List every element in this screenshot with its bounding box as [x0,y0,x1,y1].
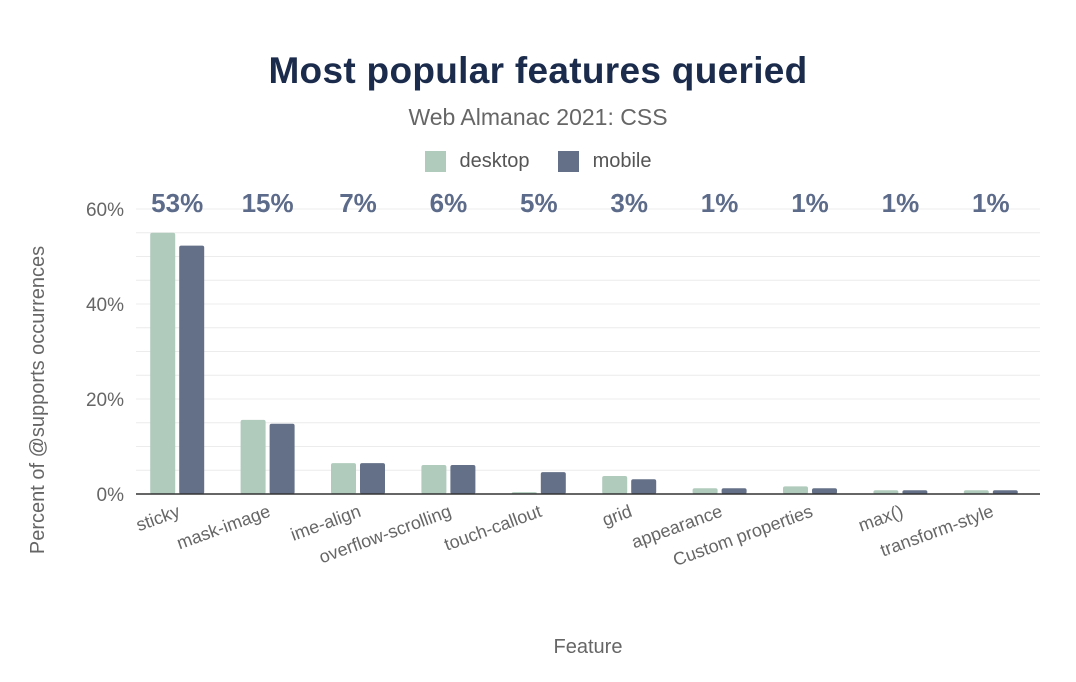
x-tick-label: max() [856,501,906,536]
legend-label-mobile: mobile [592,150,652,172]
bar-mobile[interactable] [721,488,747,494]
bar-mobile[interactable] [992,490,1018,494]
data-label: 15% [242,188,294,218]
legend-swatch-mobile [557,151,579,172]
x-tick-label: touch-callout [441,501,544,555]
bar-desktop[interactable] [240,419,266,494]
legend-label-desktop: desktop [459,150,530,172]
bar-desktop[interactable] [331,463,356,494]
chart-subtitle: Web Almanac 2021: CSS [408,104,668,130]
legend-item-mobile[interactable]: mobile [557,150,652,173]
bar-desktop[interactable] [873,490,899,494]
bar-mobile[interactable] [812,488,837,494]
data-label: 1% [701,188,739,218]
y-tick-labels: 0% 20% 40% 60% [86,200,124,506]
bar-desktop[interactable] [150,232,176,494]
x-axis-title: Feature [554,636,623,658]
y-tick-label: 40% [86,295,124,316]
x-tick-label: mask-image [174,501,273,553]
bars [150,232,1018,494]
y-tick-label: 60% [86,200,124,221]
bar-desktop[interactable] [421,465,447,494]
x-tick-label: sticky [133,501,182,535]
bar-desktop[interactable] [783,486,808,494]
bar-desktop[interactable] [602,475,628,494]
legend: desktop mobile [0,150,1076,173]
data-label: 5% [520,188,558,218]
y-tick-label: 20% [86,390,124,411]
y-axis-title: Percent of @supports occurrences [27,246,49,554]
data-labels: 53% 15% 7% 6% 5% 3% 1% 1% 1% 1% [151,188,1009,218]
data-label: 1% [972,188,1010,218]
bar-mobile[interactable] [269,423,295,494]
data-label: 1% [882,188,920,218]
data-label: 7% [339,188,377,218]
bar-desktop[interactable] [963,490,989,494]
data-label: 1% [791,188,829,218]
chart-title: Most popular features queried [268,50,808,91]
bar-desktop[interactable] [692,488,718,494]
x-tick-label: grid [600,501,635,530]
legend-swatch-desktop [424,151,446,172]
legend-item-desktop[interactable]: desktop [424,150,530,173]
data-label: 6% [430,188,468,218]
bar-mobile[interactable] [450,465,476,494]
y-tick-label: 0% [97,485,125,506]
data-label: 53% [151,188,203,218]
bar-mobile[interactable] [360,463,385,494]
data-label: 3% [610,188,648,218]
bar-mobile[interactable] [902,490,928,494]
bar-mobile[interactable] [540,472,566,494]
bar-mobile[interactable] [179,245,205,494]
bar-mobile[interactable] [631,479,657,494]
